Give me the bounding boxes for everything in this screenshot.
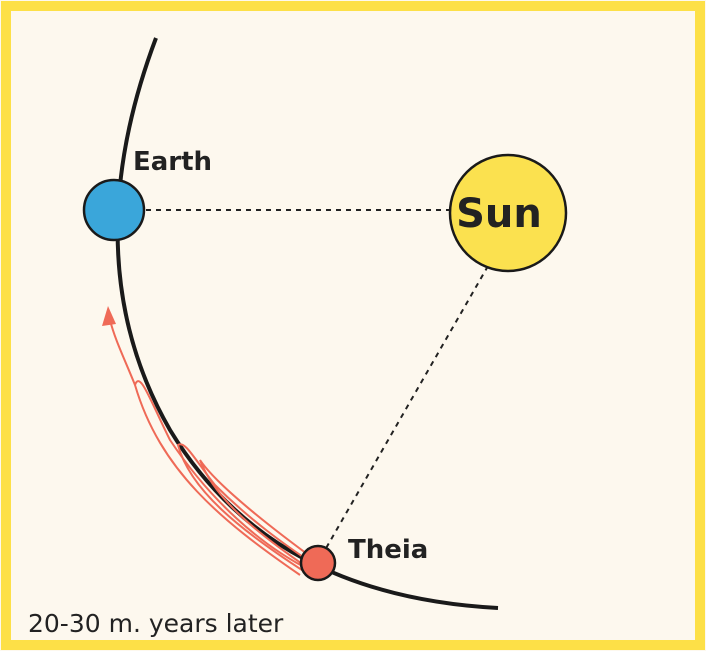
earth-label: Earth xyxy=(133,147,212,177)
orbit xyxy=(115,37,499,610)
theia xyxy=(299,544,337,582)
caption: 20-30 m. years later xyxy=(28,609,284,638)
theia-trail xyxy=(109,319,319,576)
sun xyxy=(448,153,568,273)
sun-label: Sun xyxy=(456,191,542,237)
trail-arrowhead xyxy=(102,306,116,326)
theia-label: Theia xyxy=(348,535,428,565)
earth xyxy=(82,178,146,242)
theia-sun-line xyxy=(324,265,489,551)
